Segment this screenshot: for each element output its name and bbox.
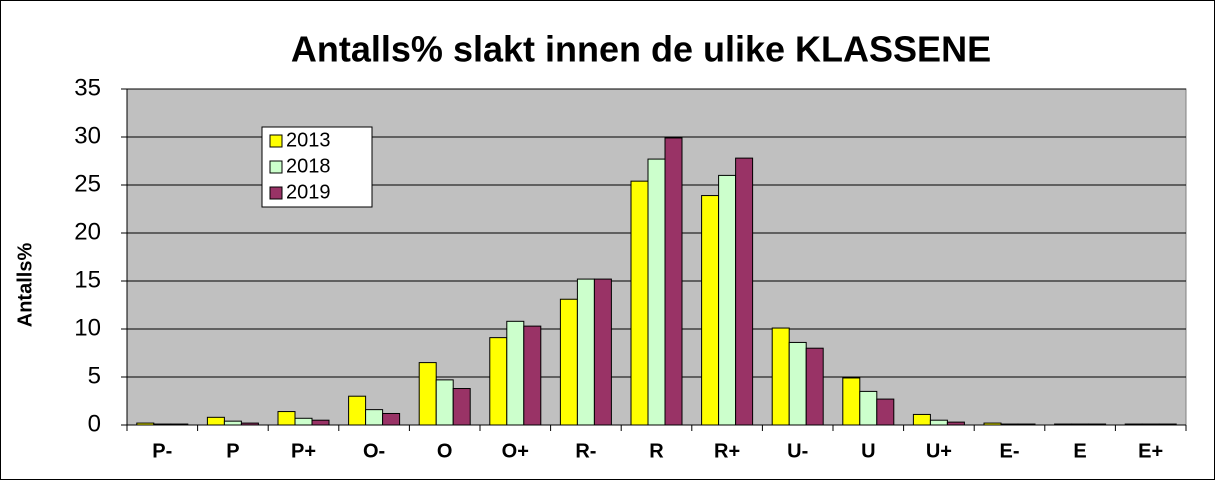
legend-swatch: [269, 186, 283, 200]
bar: [506, 320, 525, 426]
y-tick-label: 30: [74, 122, 101, 149]
x-tick-label: U+: [926, 440, 952, 462]
bar: [311, 419, 330, 426]
bar: [647, 158, 666, 426]
x-tick-label: O+: [502, 440, 529, 462]
y-tick-label: 20: [74, 218, 101, 245]
x-tick-label: P: [226, 440, 239, 462]
y-tick-label: 35: [74, 74, 101, 101]
bar: [788, 341, 807, 426]
bar: [718, 174, 737, 426]
legend-label: 2019: [286, 181, 331, 203]
bar: [701, 195, 720, 426]
legend-swatch: [269, 160, 283, 174]
bar: [489, 337, 508, 426]
bar: [859, 390, 878, 426]
x-tick-label: E+: [1138, 440, 1163, 462]
bar: [735, 157, 754, 426]
bar: [771, 327, 790, 426]
y-tick-label: 5: [88, 362, 101, 389]
y-tick-label: 25: [74, 170, 101, 197]
legend-label: 2013: [286, 129, 331, 151]
bar: [435, 379, 454, 426]
legend-label: 2018: [286, 155, 331, 177]
y-tick-label: 15: [74, 266, 101, 293]
x-tick-label: E-: [1000, 440, 1020, 462]
bar: [277, 411, 296, 426]
bar: [223, 420, 242, 426]
x-tick-label: E: [1073, 440, 1086, 462]
x-tick-label: O-: [363, 440, 385, 462]
bar: [559, 298, 578, 426]
chart-title: Antalls% slakt innen de ulike KLASSENE: [291, 29, 991, 70]
y-axis-title: Antalls%: [14, 243, 36, 328]
bar: [365, 409, 384, 426]
x-tick-label: R: [649, 440, 664, 462]
y-tick-label: 0: [88, 410, 101, 437]
bar: [294, 417, 313, 426]
x-tick-label: R-: [575, 440, 596, 462]
bar: [929, 419, 948, 426]
bar: [418, 362, 437, 426]
y-tick-label: 10: [74, 314, 101, 341]
x-tick-label: R+: [714, 440, 740, 462]
bar: [206, 416, 225, 426]
legend-swatch: [269, 134, 283, 148]
bar: [664, 137, 683, 426]
bar: [576, 278, 595, 426]
x-tick-label: U: [861, 440, 875, 462]
bar: [593, 278, 612, 426]
x-tick-label: P+: [291, 440, 316, 462]
x-tick-label: P-: [152, 440, 172, 462]
bar: [912, 413, 931, 426]
bar: [523, 325, 542, 426]
bar: [805, 347, 824, 426]
x-tick-label: O: [437, 440, 453, 462]
bar: [876, 398, 895, 426]
bar: [348, 395, 367, 426]
bar: [452, 388, 471, 426]
x-tick-label: U-: [787, 440, 808, 462]
bar: [842, 377, 861, 426]
bar: [382, 412, 401, 426]
bar: [630, 180, 649, 426]
